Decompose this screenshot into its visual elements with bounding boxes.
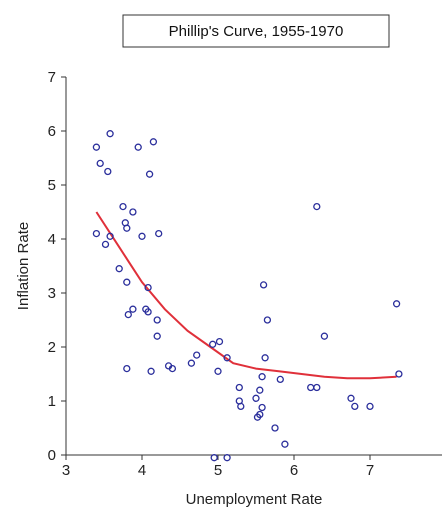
y-tick-label: 6 [48, 123, 56, 140]
scatter-point [276, 375, 284, 384]
y-tick-label: 4 [48, 231, 56, 248]
scatter-point [252, 394, 260, 402]
scatter-point [147, 367, 155, 375]
y-tick-label: 1 [48, 393, 56, 410]
x-axis-label: Unemployment Rate [186, 491, 323, 508]
scatter-point [187, 359, 196, 367]
y-axis-ticks: 0 1 2 3 4 5 6 7 [48, 69, 66, 464]
scatter-point [123, 278, 131, 286]
scatter-point [307, 383, 315, 392]
fit-curve-line [95, 211, 397, 380]
x-tick-label: 3 [62, 462, 70, 479]
scatter-point [145, 170, 154, 178]
y-tick-label: 3 [48, 285, 56, 302]
scatter-point [347, 394, 355, 402]
scatter-point [153, 316, 161, 324]
y-tick-label: 2 [48, 339, 56, 356]
scatter-point [92, 229, 101, 238]
scatter-point [395, 370, 403, 378]
scatter-point [281, 440, 289, 448]
chart-title: Phillip's Curve, 1955-1970 [122, 14, 390, 48]
scatter-point [258, 373, 266, 381]
x-axis-ticks: 345678 [62, 455, 442, 479]
scatter-point [237, 402, 245, 411]
scatter-point [366, 402, 374, 411]
scatter-point [320, 332, 329, 340]
scatter-point [115, 265, 123, 273]
scatter-point [124, 310, 132, 319]
scatter-point [129, 305, 137, 313]
scatter-point [92, 143, 101, 151]
scatter-point [153, 332, 161, 340]
scatter-point [256, 410, 264, 419]
scatter-point [106, 130, 114, 138]
y-tick-label: 5 [48, 177, 56, 194]
chart-title-text: Phillip's Curve, 1955-1970 [169, 23, 344, 40]
scatter-point [259, 281, 268, 289]
scatter-point [104, 167, 112, 176]
scatter-point [235, 383, 243, 392]
scatter-point [313, 383, 321, 392]
x-tick-label: 7 [366, 462, 374, 479]
scatter-point [155, 229, 163, 238]
scatter-point [271, 424, 279, 432]
scatter-points [92, 130, 403, 462]
scatter-point [106, 232, 114, 240]
scatter-point [223, 354, 231, 362]
scatter-point [149, 138, 158, 146]
x-tick-label: 5 [214, 462, 222, 479]
scatter-point [168, 364, 177, 373]
scatter-point [123, 364, 131, 373]
scatter-point [144, 283, 152, 292]
scatter-point [263, 316, 272, 324]
y-tick-label: 7 [48, 69, 56, 86]
scatter-point [210, 454, 218, 462]
scatter-point [215, 337, 224, 346]
y-axis-label: Inflation Rate [15, 222, 32, 310]
scatter-point [123, 224, 131, 232]
x-tick-label: 6 [290, 462, 298, 479]
scatter-point [313, 202, 321, 211]
scatter-point [119, 202, 127, 211]
scatter-point [258, 403, 266, 412]
scatter-point [144, 308, 152, 316]
title-box [122, 14, 390, 48]
scatter-point [96, 159, 104, 168]
scatter-point [138, 232, 146, 240]
scatter-point [261, 354, 269, 362]
scatter-point [256, 386, 264, 394]
scatter-point [101, 240, 110, 249]
y-tick-label: 0 [48, 447, 56, 464]
scatter-point [214, 367, 222, 375]
x-tick-label: 4 [138, 462, 146, 479]
scatter-point [129, 208, 137, 216]
scatter-point [351, 402, 359, 411]
scatter-point [209, 340, 217, 348]
scatter-point [134, 143, 142, 151]
scatter-point [223, 454, 231, 462]
scatter-point [392, 300, 401, 308]
scatter-point [193, 351, 201, 359]
